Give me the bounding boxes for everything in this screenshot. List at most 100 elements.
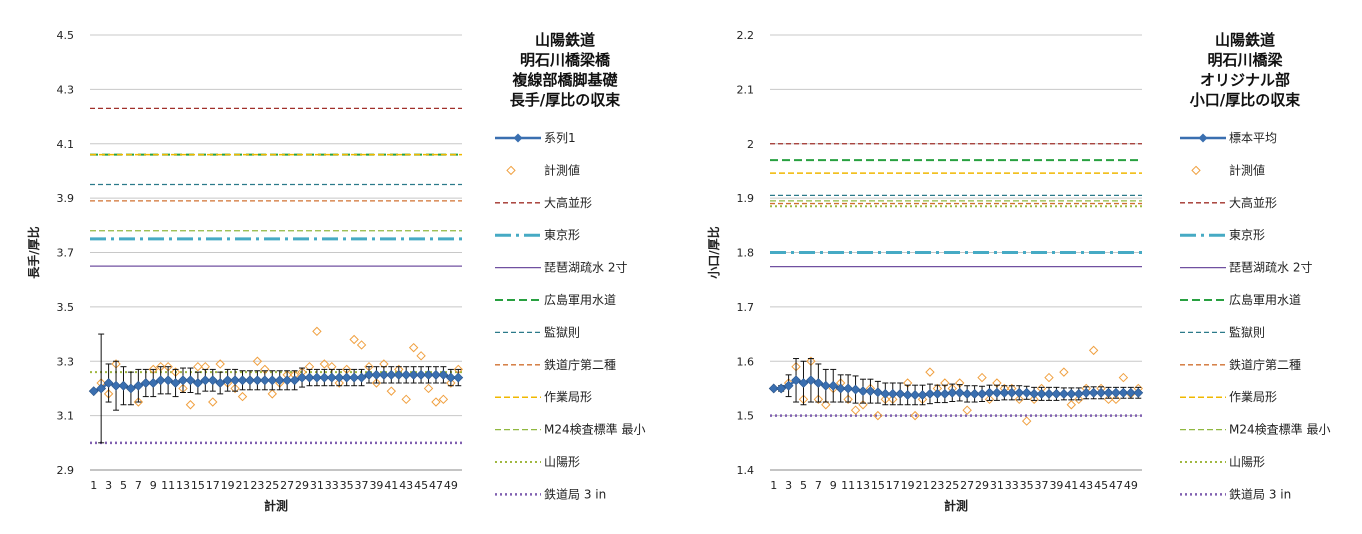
legend-label: 広島軍用水道 (1229, 292, 1301, 307)
chart-title-line: 山陽鉄道 (535, 31, 595, 49)
measured-point (873, 410, 883, 421)
y-tick-label: 4.5 (57, 29, 75, 42)
mean-point (431, 369, 441, 380)
y-tick-label: 2.2 (737, 29, 755, 42)
legend-label: 鉄道局 3 in (544, 486, 606, 501)
mean-point (289, 375, 300, 386)
measured-point (349, 334, 359, 345)
mean-point (865, 386, 876, 397)
x-tick-label: 21 (916, 479, 930, 492)
mean-point (207, 375, 218, 386)
legend-label: 作業局形 (1229, 390, 1277, 404)
measured-point (1088, 345, 1099, 356)
mean-point (386, 369, 397, 380)
legend-label: 計測値 (1229, 162, 1265, 177)
legend-label: 作業局形 (544, 390, 592, 404)
x-tick-label: 5 (800, 479, 807, 492)
legend-label: 東京形 (1229, 228, 1265, 242)
x-tick-label: 31 (990, 479, 1004, 492)
x-tick-label: 27 (280, 479, 294, 492)
chart-title-line: 複線部橋脚基礎 (511, 71, 618, 89)
mean-point (230, 375, 241, 386)
mean-point (341, 372, 352, 383)
mean-point (1096, 387, 1107, 398)
x-tick-label: 23 (250, 479, 264, 492)
measured-point (1044, 372, 1054, 383)
mean-point (267, 375, 278, 386)
mean-point (125, 383, 136, 394)
y-tick-label: 1.5 (737, 410, 755, 423)
x-tick-label: 31 (310, 479, 324, 492)
x-tick-label: 41 (384, 479, 398, 492)
x-tick-label: 19 (901, 479, 915, 492)
chart-title-line: 明石川橋梁橋 (520, 51, 611, 69)
mean-point (334, 372, 345, 383)
mean-point (1111, 387, 1121, 398)
measured-point (416, 351, 426, 361)
chart-1: 2.93.13.33.53.73.94.14.34.51 3 5 7 9 11 13 15 17… (26, 29, 645, 513)
x-tick-label: 43 (1079, 479, 1093, 492)
mean-point (155, 375, 166, 386)
mean-point (319, 372, 330, 383)
mean-point (835, 383, 846, 394)
measured-point (252, 356, 263, 366)
y-tick-label: 1.9 (737, 192, 755, 205)
x-axis-title: 計測 (264, 498, 288, 513)
legend-label: 鉄道局 3 in (1229, 486, 1291, 501)
mean-point (1036, 388, 1047, 399)
y-tick-label: 3.3 (57, 355, 75, 368)
mean-point (820, 380, 831, 391)
measured-point (446, 378, 456, 388)
x-tick-label: 37 (1035, 479, 1049, 492)
mean-point (453, 372, 464, 383)
mean-point (999, 387, 1010, 398)
mean-point (984, 387, 995, 398)
mean-point (304, 372, 315, 383)
mean-point (245, 375, 255, 386)
mean-point (356, 372, 367, 383)
x-tick-label: 9 (830, 479, 837, 492)
mean-point (140, 378, 151, 388)
x-tick-label: 17 (206, 479, 220, 492)
legend-label: 監獄則 (1229, 324, 1265, 339)
x-tick-label: 29 (975, 479, 989, 492)
legend-label: 計測値 (544, 162, 580, 177)
mean-point (1066, 388, 1077, 399)
measured-point (1118, 372, 1129, 383)
y-tick-label: 3.5 (57, 301, 75, 314)
legend-swatch-marker (1191, 165, 1201, 176)
measured-point (1059, 367, 1069, 377)
mean-point (371, 369, 382, 380)
mean-point (962, 388, 973, 399)
measured-point (408, 342, 419, 353)
mean-point (858, 386, 868, 397)
y-tick-label: 4.1 (57, 138, 75, 151)
measured-point (215, 359, 225, 369)
mean-point (969, 388, 980, 399)
mean-point (297, 372, 307, 383)
measured-point (977, 372, 987, 383)
mean-point (805, 375, 816, 386)
measured-point (850, 405, 861, 415)
mean-point (222, 375, 233, 386)
mean-point (843, 383, 854, 394)
x-tick-label: 23 (930, 479, 944, 492)
legend-label: 鉄道庁第二種 (1229, 357, 1301, 372)
legend-label: 山陽形 (1229, 455, 1265, 469)
mean-point (416, 369, 427, 380)
mean-point (1125, 387, 1136, 398)
measured-point (962, 405, 972, 415)
x-tick-label: 11 (161, 479, 175, 492)
x-tick-label: 3 (105, 479, 112, 492)
measured-point (193, 361, 203, 372)
measured-point (813, 394, 824, 405)
x-tick-label: 25 (945, 479, 959, 492)
chart-title-line: 明石川橋梁 (1207, 51, 1283, 69)
mean-point (200, 375, 211, 386)
mean-point (1029, 388, 1040, 399)
mean-point (170, 378, 181, 388)
mean-point (1133, 387, 1144, 398)
x-tick-label: 27 (960, 479, 974, 492)
